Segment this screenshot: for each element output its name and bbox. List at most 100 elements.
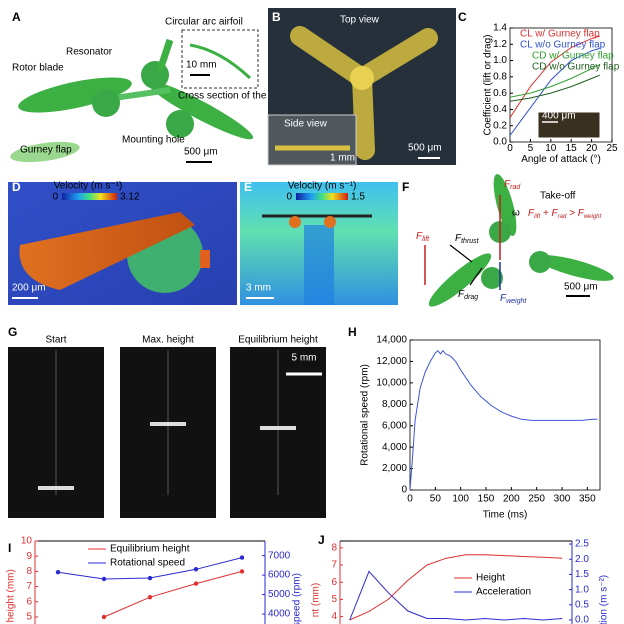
airfoil-section bbox=[189, 43, 252, 80]
x-tick-label: 0 bbox=[407, 494, 413, 505]
series-line bbox=[509, 35, 600, 118]
frame-title: Max. height bbox=[142, 335, 194, 346]
x-tick-label: 200 bbox=[503, 494, 520, 505]
scale-label: 10 mm bbox=[186, 60, 217, 71]
condition-part: > bbox=[566, 208, 577, 219]
y-axis-label: Coefficient (lift or drag) bbox=[483, 35, 494, 136]
x-tick-label: 0 bbox=[507, 143, 513, 154]
y2-tick-label: 6000 bbox=[268, 570, 291, 581]
y-tick-label: 8,000 bbox=[382, 399, 407, 410]
data-point bbox=[239, 555, 245, 560]
rotor-image bbox=[260, 426, 296, 430]
inset-frame bbox=[181, 29, 259, 89]
condition-part: F bbox=[578, 208, 585, 219]
rotor-blade bbox=[156, 38, 174, 72]
series-line bbox=[509, 47, 600, 136]
x-axis-label: Angle of attack (°) bbox=[521, 154, 601, 165]
legend-label: CD w/ Gurney flap bbox=[532, 51, 614, 62]
scale-label: 500 μm bbox=[564, 282, 598, 293]
resonator bbox=[166, 110, 194, 138]
y-tick-label: 9 bbox=[26, 551, 32, 562]
gurney-flap-shape bbox=[10, 141, 80, 163]
plot-frame bbox=[509, 27, 613, 143]
scale-label: 500 μm bbox=[408, 143, 442, 154]
condition-part: F bbox=[528, 208, 535, 219]
panel-label: C bbox=[458, 10, 467, 24]
inset-photo bbox=[537, 111, 601, 139]
y2-tick-label: 2.5 bbox=[575, 539, 589, 550]
x-tick-label: 25 bbox=[606, 143, 618, 154]
panel-b: B Top view Side view 1 mm 500 μm bbox=[267, 8, 456, 166]
y-tick-label: 5 bbox=[26, 612, 32, 623]
y-tick-label: 0.4 bbox=[493, 104, 507, 115]
panel-f: F bbox=[402, 174, 614, 307]
condition: Flift + Frad > Fweight bbox=[528, 208, 601, 220]
panel-label: A bbox=[12, 10, 21, 24]
data-point bbox=[193, 581, 199, 586]
y2-axis-label: speed (rpm) bbox=[292, 573, 303, 624]
force-subscript: thrust bbox=[461, 238, 480, 245]
legend-label: Acceleration bbox=[476, 587, 531, 598]
scale-label: 5 mm bbox=[292, 353, 317, 364]
colorbar-label: 1.5 bbox=[351, 192, 365, 203]
y-tick-label: 6,000 bbox=[382, 420, 407, 431]
blade bbox=[352, 28, 438, 88]
hot-spot bbox=[200, 250, 210, 268]
y-tick-label: 1.4 bbox=[493, 23, 507, 34]
frame-title: Start bbox=[45, 335, 66, 346]
y-tick-label: 10,000 bbox=[376, 377, 407, 388]
legend-label: CL w/ Gurney flap bbox=[520, 29, 600, 40]
y-tick-label: 5 bbox=[331, 594, 337, 605]
rotor-image bbox=[38, 486, 74, 490]
y2-tick-label: 1.5 bbox=[575, 569, 589, 580]
y2-axis-label: tion (m s⁻²) bbox=[599, 575, 610, 624]
x-tick-label: 10 bbox=[545, 143, 557, 154]
colorbar-title: Velocity (m s⁻¹) bbox=[288, 181, 357, 192]
series-line bbox=[349, 554, 563, 621]
panel-label: G bbox=[8, 325, 17, 339]
y2-tick-label: 0.0 bbox=[575, 615, 589, 624]
y-axis-label: Rotational speed (rpm) bbox=[360, 364, 371, 466]
y-tick-label: 12,000 bbox=[376, 356, 407, 367]
series-line bbox=[103, 570, 243, 618]
condition-part: + bbox=[540, 208, 551, 219]
legend-label: Rotational speed bbox=[110, 558, 185, 569]
resonator bbox=[529, 251, 551, 273]
rotor-blade bbox=[428, 253, 492, 307]
y-axis-label: n height (mm) bbox=[6, 569, 17, 624]
force-arrow bbox=[449, 244, 473, 263]
panel-label: F bbox=[402, 180, 409, 194]
y-tick-label: 0.2 bbox=[493, 120, 507, 131]
panel-title: Take-off bbox=[540, 191, 576, 202]
colorbar-title: Velocity (m s⁻¹) bbox=[54, 181, 123, 192]
y-tick-label: 4,000 bbox=[382, 442, 407, 453]
rotor-blade bbox=[18, 77, 132, 113]
x-tick-label: 100 bbox=[452, 494, 469, 505]
caption: Cross section of the blade bbox=[178, 91, 294, 102]
frame-title: Equilibrium height bbox=[238, 335, 318, 346]
rotor-blade bbox=[536, 255, 614, 281]
x-tick-label: 20 bbox=[586, 143, 598, 154]
y-axis-label: nt (mm) bbox=[311, 583, 322, 617]
force-symbol: F bbox=[504, 179, 511, 190]
x-tick-label: 5 bbox=[528, 143, 534, 154]
annotation: Gurney flap bbox=[20, 145, 72, 156]
y2-tick-label: 5000 bbox=[268, 589, 291, 600]
colorbar bbox=[296, 193, 348, 200]
y-tick-label: 6 bbox=[331, 577, 337, 588]
rotor-image bbox=[150, 422, 186, 426]
blade bbox=[352, 68, 375, 160]
y-tick-label: 0.0 bbox=[493, 137, 507, 148]
y-tick-label: 8 bbox=[331, 543, 337, 554]
resonator bbox=[481, 267, 503, 289]
force-subscript: drag bbox=[464, 294, 478, 301]
y2-tick-label: 0.5 bbox=[575, 599, 589, 610]
omega-label: ω bbox=[512, 208, 520, 219]
x-tick-label: 250 bbox=[528, 494, 545, 505]
view-label: Top view bbox=[340, 15, 380, 26]
colorbar-label: 0 bbox=[52, 192, 58, 203]
annotation: Resonator bbox=[66, 47, 113, 58]
series-line bbox=[349, 570, 563, 621]
y2-tick-label: 4000 bbox=[268, 609, 291, 620]
